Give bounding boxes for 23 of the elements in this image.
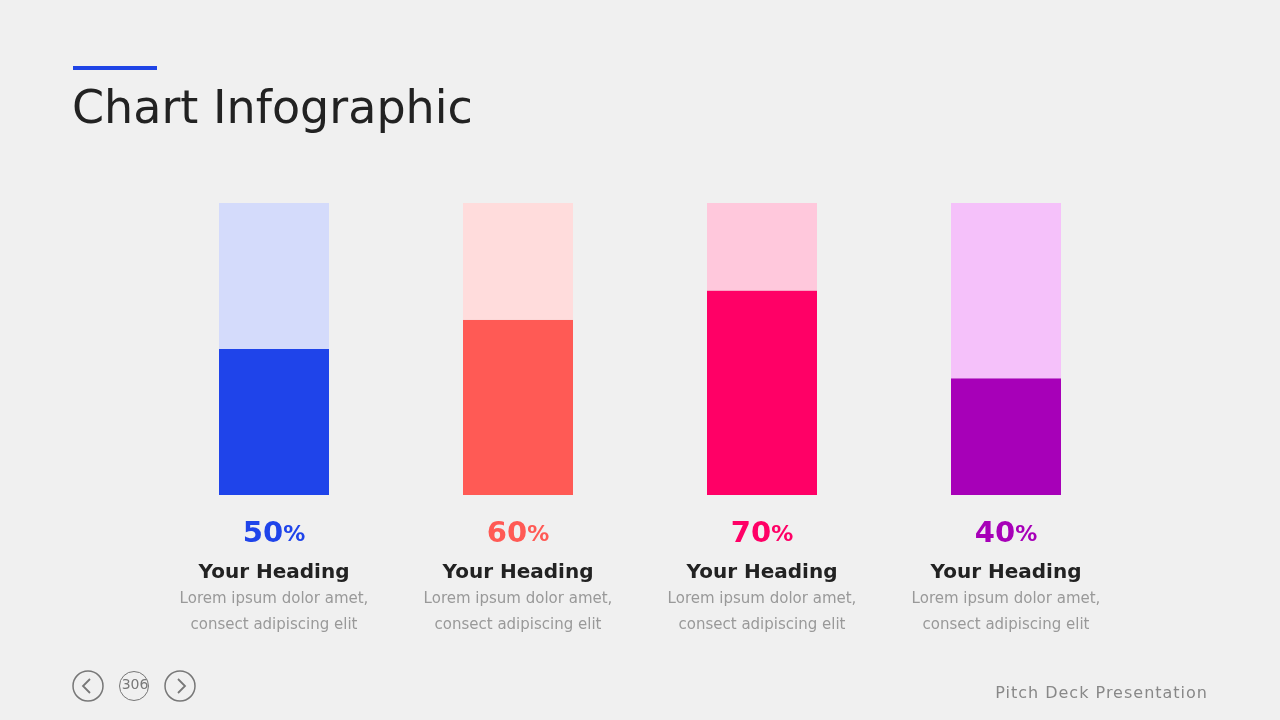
text: Pitch Deck Presentation — [995, 683, 1208, 702]
text: Lorem ipsum dolor amet, consect adipiscing elit — [178, 588, 370, 635]
bar — [219, 203, 329, 349]
bar — [707, 203, 817, 291]
bar — [463, 203, 573, 320]
text: Lorem ipsum dolor amet, consect adipiscing elit — [666, 588, 858, 635]
chart-title: Chart Infographic — [72, 80, 473, 134]
bar — [951, 378, 1061, 495]
data-label: 70% — [730, 514, 794, 549]
x-tick-label: Your Heading — [929, 559, 1082, 583]
x-tick-label: Your Heading — [441, 559, 594, 583]
bar — [951, 203, 1061, 379]
bar — [707, 290, 817, 495]
data-label: 50% — [242, 514, 306, 549]
text: 306 — [120, 676, 150, 692]
data-label: 40% — [974, 514, 1038, 549]
x-tick-label: Your Heading — [685, 559, 838, 583]
text: Lorem ipsum dolor amet, consect adipiscing elit — [910, 588, 1102, 635]
bar — [463, 319, 573, 495]
x-tick-label: Your Heading — [197, 559, 350, 583]
text: Lorem ipsum dolor amet, consect adipiscing elit — [422, 588, 614, 635]
bar — [219, 349, 329, 495]
data-label: 60% — [486, 514, 550, 549]
